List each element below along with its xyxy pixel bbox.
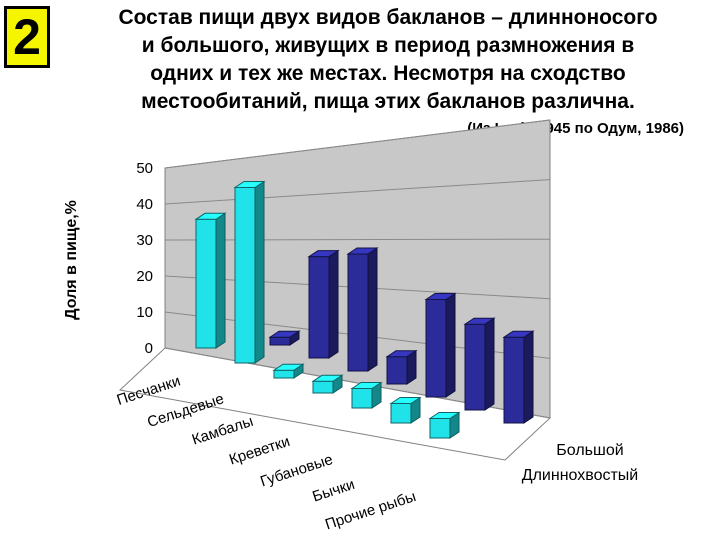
y-tick-label: 0 [145, 340, 153, 357]
bar-great-3 [385, 349, 418, 385]
bar-long-tailed-4 [350, 381, 383, 409]
y-axis-label: Доля в пище,% [63, 200, 80, 320]
title-line-3: одних и тех же местах. Несмотря на сходс… [150, 62, 626, 85]
series-label: Большой [556, 442, 623, 459]
title-line-1: Состав пищи двух видов бакланов – длинно… [118, 6, 658, 29]
bar-great-0 [268, 330, 301, 346]
gridline [164, 119, 551, 169]
series-label: Длиннохвостый [522, 467, 638, 484]
bar-long-tailed-3 [311, 374, 344, 394]
y-tick-label: 30 [136, 232, 153, 249]
bar-great-6 [502, 330, 535, 424]
bar-long-tailed-1 [233, 180, 266, 364]
bar-long-tailed-0 [194, 212, 227, 349]
y-tick-label: 40 [136, 196, 153, 213]
bar-long-tailed-6 [428, 411, 461, 439]
slide-title: Состав пищи двух видов бакланов – длинно… [58, 4, 718, 116]
slide-number-badge: 2 [4, 6, 50, 68]
bar-great-1 [307, 249, 340, 359]
category-label: Камбалы [190, 413, 256, 449]
y-tick-label: 20 [136, 268, 153, 285]
bar-great-2 [346, 247, 379, 372]
bar-long-tailed-5 [389, 396, 422, 424]
y-tick-label: 50 [136, 160, 153, 177]
bar-great-5 [463, 317, 496, 411]
title-line-2: и большого, живущих в период размножения… [141, 34, 635, 57]
category-label: Креветки [227, 433, 292, 469]
y-tick-label: 10 [136, 304, 153, 321]
bar-great-4 [424, 292, 457, 398]
gridline [164, 238, 551, 241]
category-label: Бычки [310, 476, 357, 506]
title-line-4: местообитаний, пища этих бакланов различ… [141, 90, 635, 113]
gridline [164, 179, 551, 205]
bar-long-tailed-2 [272, 363, 305, 379]
